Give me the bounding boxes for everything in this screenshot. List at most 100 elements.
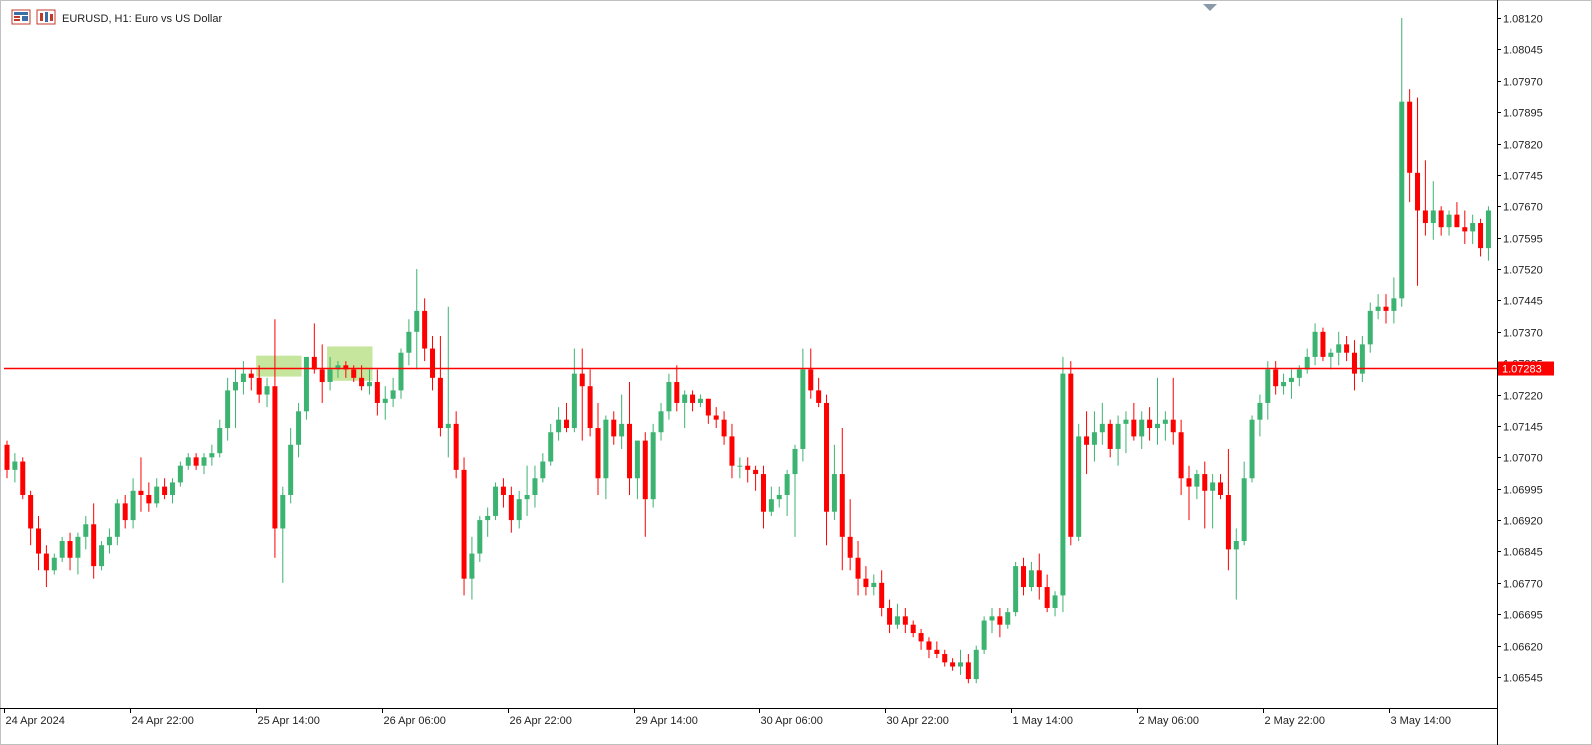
candle[interactable] xyxy=(1139,411,1145,449)
candle[interactable] xyxy=(831,444,837,521)
highlight-zone-2[interactable] xyxy=(327,346,373,381)
candle[interactable] xyxy=(721,411,727,445)
candle[interactable] xyxy=(871,574,877,596)
candle[interactable] xyxy=(1028,561,1034,592)
candle[interactable] xyxy=(887,599,893,634)
highlight-zone-1[interactable] xyxy=(256,355,302,377)
candle[interactable] xyxy=(855,541,861,596)
candle[interactable] xyxy=(422,298,428,362)
candle[interactable] xyxy=(902,607,908,634)
candle[interactable] xyxy=(1312,323,1318,366)
candle[interactable] xyxy=(1218,474,1224,500)
candle[interactable] xyxy=(745,457,751,483)
candle[interactable] xyxy=(627,382,633,495)
candle[interactable] xyxy=(918,628,924,650)
candle[interactable] xyxy=(59,536,65,562)
candle[interactable] xyxy=(1210,474,1216,529)
candle[interactable] xyxy=(1021,557,1027,596)
candle[interactable] xyxy=(1186,465,1192,521)
candle[interactable] xyxy=(264,377,270,408)
candle[interactable] xyxy=(83,515,89,550)
candle[interactable] xyxy=(1351,340,1357,391)
candle[interactable] xyxy=(1399,18,1405,307)
candle[interactable] xyxy=(934,641,940,659)
candle[interactable] xyxy=(477,515,483,562)
candle[interactable] xyxy=(1178,419,1184,495)
candle[interactable] xyxy=(863,566,869,596)
candle[interactable] xyxy=(784,469,790,516)
candle[interactable] xyxy=(1320,327,1326,362)
candle[interactable] xyxy=(28,490,34,546)
candle[interactable] xyxy=(950,658,956,671)
candle[interactable] xyxy=(311,323,317,374)
candle[interactable] xyxy=(1005,607,1011,629)
candle[interactable] xyxy=(1375,294,1381,320)
candle[interactable] xyxy=(1060,356,1066,613)
candle[interactable] xyxy=(36,515,42,571)
candle[interactable] xyxy=(185,453,191,470)
candle[interactable] xyxy=(122,494,128,529)
candle[interactable] xyxy=(697,394,703,408)
candle[interactable] xyxy=(942,649,948,667)
candle[interactable] xyxy=(1438,206,1444,236)
candle[interactable] xyxy=(430,335,436,391)
candle[interactable] xyxy=(374,369,380,416)
candle[interactable] xyxy=(99,541,105,571)
candle[interactable] xyxy=(233,369,239,429)
candle[interactable] xyxy=(225,377,231,441)
candle[interactable] xyxy=(1068,361,1074,546)
candle[interactable] xyxy=(1170,377,1176,445)
candle[interactable] xyxy=(910,620,916,638)
candle[interactable] xyxy=(1328,348,1334,370)
chart-shift-marker[interactable] xyxy=(1203,4,1217,11)
candle[interactable] xyxy=(650,423,656,508)
candle[interactable] xyxy=(965,653,971,684)
candle[interactable] xyxy=(981,616,987,654)
candle[interactable] xyxy=(106,528,112,554)
candle[interactable] xyxy=(500,478,506,508)
symbol-icon[interactable] xyxy=(36,9,56,25)
candle[interactable] xyxy=(595,402,601,495)
candle[interactable] xyxy=(540,453,546,483)
candle[interactable] xyxy=(816,377,822,408)
candle[interactable] xyxy=(1249,415,1255,483)
candle[interactable] xyxy=(776,486,782,508)
time-axis[interactable]: 24 Apr 2024 24 Apr 22:00 25 Apr 14:00 26 Ap… xyxy=(0,708,1497,727)
candle[interactable] xyxy=(973,645,979,684)
candle[interactable] xyxy=(209,444,215,466)
candle[interactable] xyxy=(398,348,404,399)
candle[interactable] xyxy=(1257,394,1263,437)
candle[interactable] xyxy=(201,453,207,475)
candle[interactable] xyxy=(1076,423,1082,542)
candle[interactable] xyxy=(272,319,278,558)
candle[interactable] xyxy=(1241,461,1247,546)
candle[interactable] xyxy=(146,482,152,512)
candle[interactable] xyxy=(1084,411,1090,475)
candle[interactable] xyxy=(485,507,491,537)
candle[interactable] xyxy=(1194,469,1200,500)
candle[interactable] xyxy=(343,361,349,378)
candle[interactable] xyxy=(382,386,388,420)
candle[interactable] xyxy=(327,356,333,391)
candle[interactable] xyxy=(1304,348,1310,374)
candle[interactable] xyxy=(1359,335,1365,383)
candle[interactable] xyxy=(1099,402,1105,445)
candle[interactable] xyxy=(193,453,199,470)
candle[interactable] xyxy=(154,478,160,508)
candle[interactable] xyxy=(634,440,640,500)
candle[interactable] xyxy=(926,637,932,659)
candle[interactable] xyxy=(1383,294,1389,324)
candle[interactable] xyxy=(1233,528,1239,600)
candle[interactable] xyxy=(737,457,743,479)
candle[interactable] xyxy=(997,607,1003,638)
candle[interactable] xyxy=(1415,97,1421,286)
candle[interactable] xyxy=(114,499,120,546)
candle[interactable] xyxy=(1446,210,1452,236)
candle[interactable] xyxy=(808,348,814,399)
candle[interactable] xyxy=(1131,402,1137,441)
candle[interactable] xyxy=(1470,214,1476,244)
candle[interactable] xyxy=(1202,461,1208,529)
candle[interactable] xyxy=(390,377,396,408)
candle[interactable] xyxy=(177,461,183,487)
candle[interactable] xyxy=(51,553,57,575)
